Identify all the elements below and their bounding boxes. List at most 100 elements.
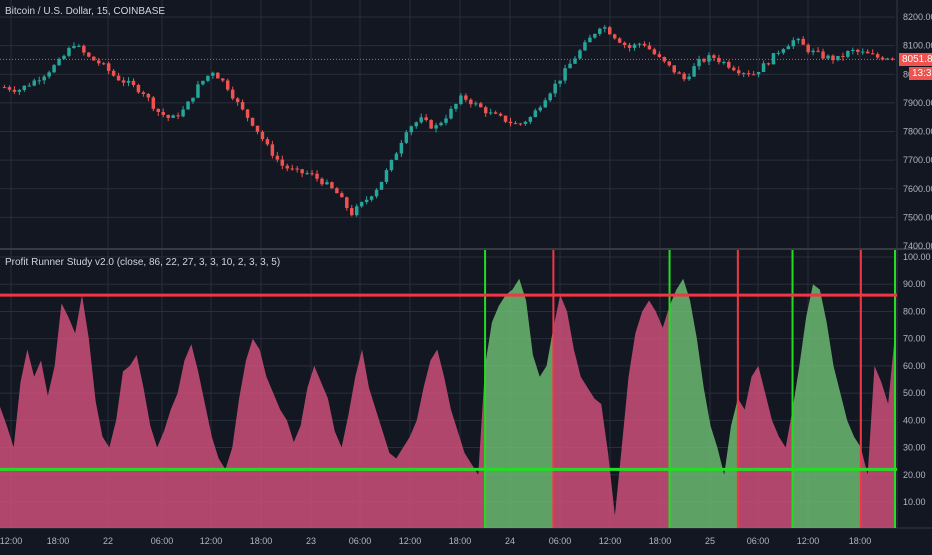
candle-body xyxy=(563,68,567,81)
candle-body xyxy=(861,51,865,53)
candle-body xyxy=(42,76,46,81)
candle-body xyxy=(354,206,359,216)
time-tick-label: 12:00 xyxy=(797,536,820,546)
study-tick-label: 70.00 xyxy=(903,334,926,344)
candle-body xyxy=(121,80,126,83)
time-tick-label: 23 xyxy=(306,536,316,546)
candle-body xyxy=(27,85,32,87)
candle-body xyxy=(315,173,319,179)
candle-body xyxy=(558,80,562,84)
candle-body xyxy=(77,45,81,47)
candle-body xyxy=(637,43,642,45)
candle-body xyxy=(583,42,587,51)
candle-body xyxy=(52,65,56,73)
candle-body xyxy=(245,109,250,118)
candle-body xyxy=(612,34,617,39)
study-tick-label: 80.00 xyxy=(903,306,926,316)
time-tick-label: 18:00 xyxy=(849,536,872,546)
candle-body xyxy=(498,113,503,116)
candle-body xyxy=(697,58,701,67)
candle-body xyxy=(736,70,741,74)
study-area-segment xyxy=(737,365,793,528)
candle-body xyxy=(424,117,428,121)
candle-body xyxy=(171,115,175,118)
study-area-segment xyxy=(553,295,670,528)
candle-body xyxy=(776,52,781,54)
candle-body xyxy=(394,153,399,160)
candle-body xyxy=(211,72,215,76)
candle-body xyxy=(37,80,41,82)
candle-body xyxy=(880,57,885,60)
candle-body xyxy=(166,114,170,118)
candle-body xyxy=(885,58,890,60)
study-tick-label: 60.00 xyxy=(903,361,926,371)
candle-body xyxy=(548,93,552,101)
candle-body xyxy=(836,55,840,61)
candle-body xyxy=(841,55,845,57)
candle-body xyxy=(176,115,180,117)
candle-body xyxy=(722,61,726,63)
candle-body xyxy=(469,99,473,105)
candle-body xyxy=(727,61,731,68)
symbol-title: Bitcoin / U.S. Dollar, 15, COINBASE xyxy=(5,6,166,17)
candle-body xyxy=(429,120,433,129)
candle-body xyxy=(791,40,796,47)
candle-body xyxy=(439,122,443,126)
candle-body xyxy=(751,74,756,76)
candle-body xyxy=(528,117,533,122)
candle-body xyxy=(414,122,418,127)
candle-body xyxy=(409,126,414,133)
candle-body xyxy=(320,178,324,185)
time-tick-label: 12:00 xyxy=(399,536,422,546)
candle-body xyxy=(230,89,235,99)
candle-body xyxy=(801,38,805,45)
candle-body xyxy=(141,92,146,95)
candle-body xyxy=(573,58,577,64)
candle-body xyxy=(806,44,810,53)
candle-body xyxy=(518,123,523,125)
candle-body xyxy=(47,72,51,77)
candle-body xyxy=(250,117,255,126)
candle-body xyxy=(206,75,210,81)
candle-body xyxy=(399,142,404,154)
candle-body xyxy=(543,100,547,108)
price-tick-label: 7400.00 xyxy=(903,241,932,251)
candle-body xyxy=(216,72,220,79)
study-area-segment xyxy=(860,333,895,528)
study-tick-label: 40.00 xyxy=(903,415,926,425)
candle-body xyxy=(687,76,691,80)
study-tick-label: 20.00 xyxy=(903,470,926,480)
candle-body xyxy=(657,54,662,57)
candle-body xyxy=(384,170,389,182)
candle-body xyxy=(285,165,290,169)
candle-body xyxy=(488,112,493,114)
candle-body xyxy=(106,63,111,71)
candle-body xyxy=(196,84,200,98)
candle-body xyxy=(374,189,379,197)
candle-body xyxy=(617,38,622,43)
candle-body xyxy=(131,80,136,85)
candle-body xyxy=(588,37,592,43)
study-tick-label: 30.00 xyxy=(903,443,926,453)
price-tick-label: 7800.00 xyxy=(903,127,932,137)
candle-body xyxy=(97,60,101,64)
candle-body xyxy=(647,45,652,50)
candle-body xyxy=(875,54,880,58)
time-tick-label: 18:00 xyxy=(250,536,273,546)
candle-body xyxy=(72,46,76,48)
candle-body xyxy=(116,75,121,81)
time-tick-label: 18:00 xyxy=(649,536,672,546)
candle-body xyxy=(67,47,71,56)
price-tick-label: 7600.00 xyxy=(903,184,932,194)
candle-body xyxy=(270,144,275,156)
candle-body xyxy=(781,49,786,53)
candle-body xyxy=(746,73,751,75)
candle-body xyxy=(642,43,647,46)
study-tick-label: 10.00 xyxy=(903,497,926,507)
study-tick-label: 50.00 xyxy=(903,388,926,398)
candle-body xyxy=(444,118,448,123)
candle-body xyxy=(350,208,354,216)
candle-body xyxy=(82,45,86,53)
candle-body xyxy=(161,111,165,115)
